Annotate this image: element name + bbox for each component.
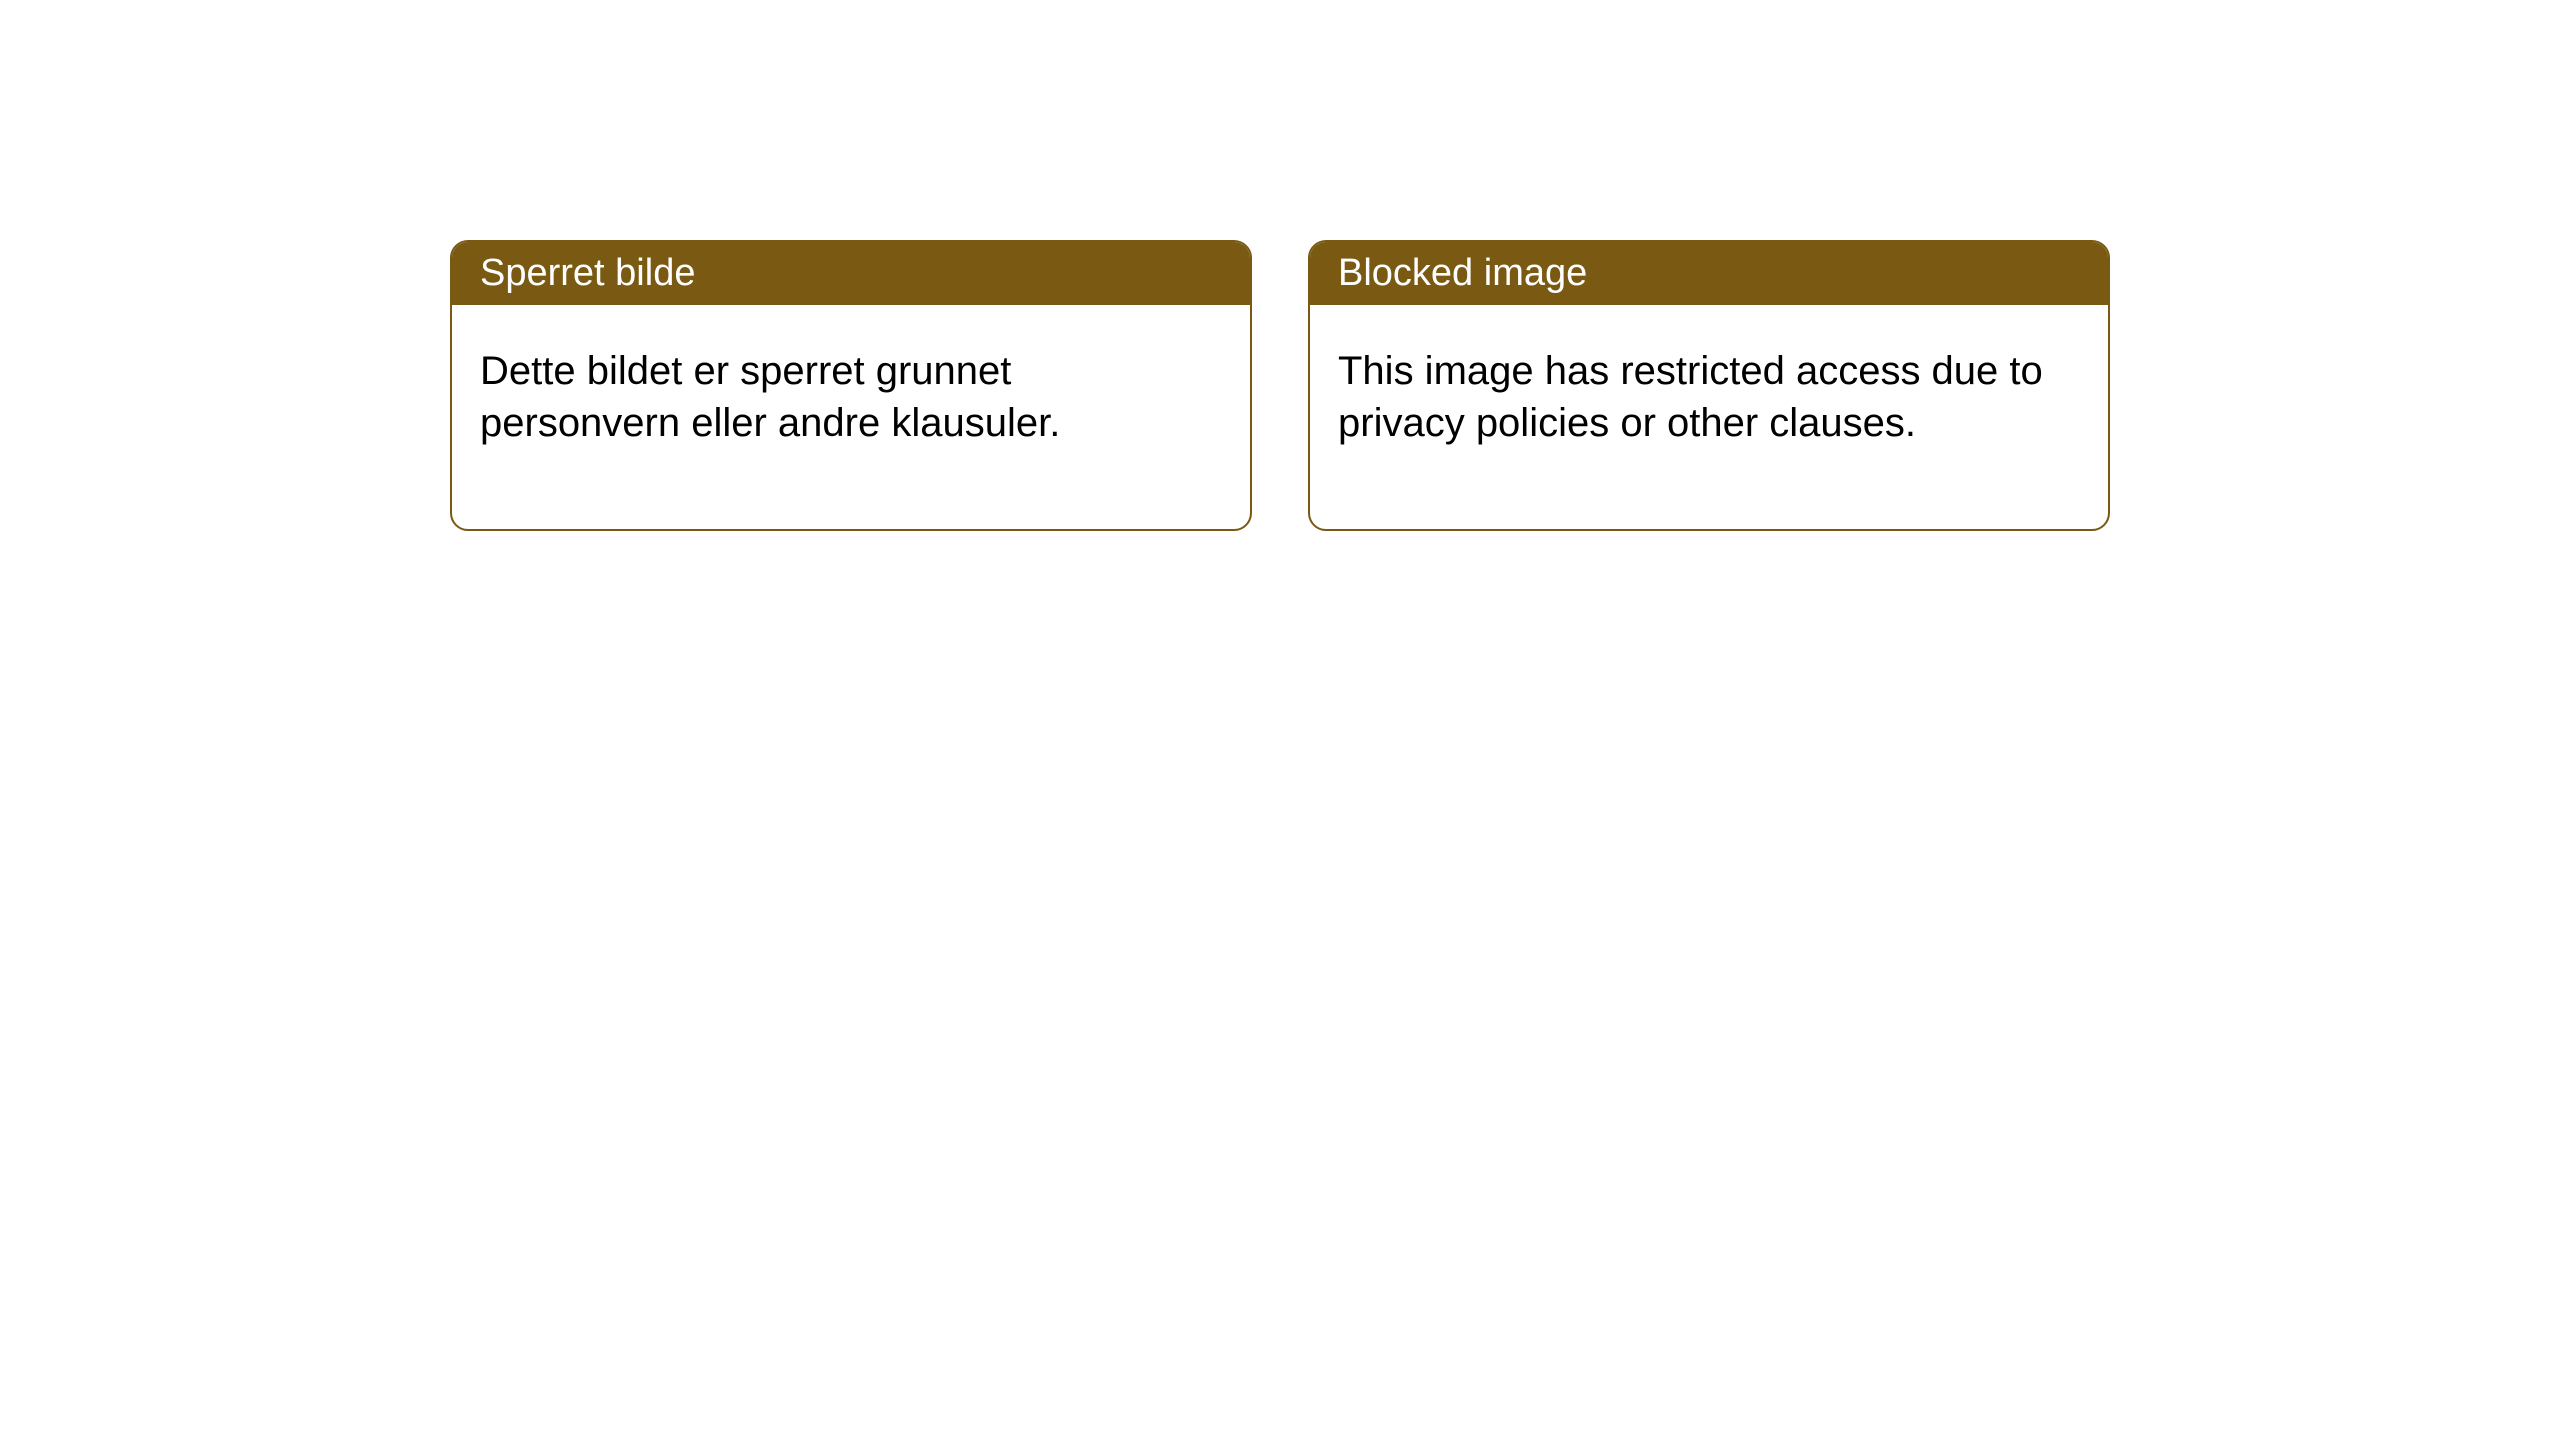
notice-card-english: Blocked image This image has restricted … bbox=[1308, 240, 2110, 531]
card-title: Blocked image bbox=[1338, 252, 1587, 294]
card-body-text: Dette bildet er sperret grunnet personve… bbox=[480, 349, 1060, 445]
card-body: Dette bildet er sperret grunnet personve… bbox=[452, 305, 1250, 529]
card-header: Blocked image bbox=[1310, 242, 2108, 305]
card-header: Sperret bilde bbox=[452, 242, 1250, 305]
card-body-text: This image has restricted access due to … bbox=[1338, 349, 2043, 445]
card-title: Sperret bilde bbox=[480, 252, 695, 294]
card-body: This image has restricted access due to … bbox=[1310, 305, 2108, 529]
notice-card-norwegian: Sperret bilde Dette bildet er sperret gr… bbox=[450, 240, 1252, 531]
notice-cards-container: Sperret bilde Dette bildet er sperret gr… bbox=[0, 0, 2560, 531]
